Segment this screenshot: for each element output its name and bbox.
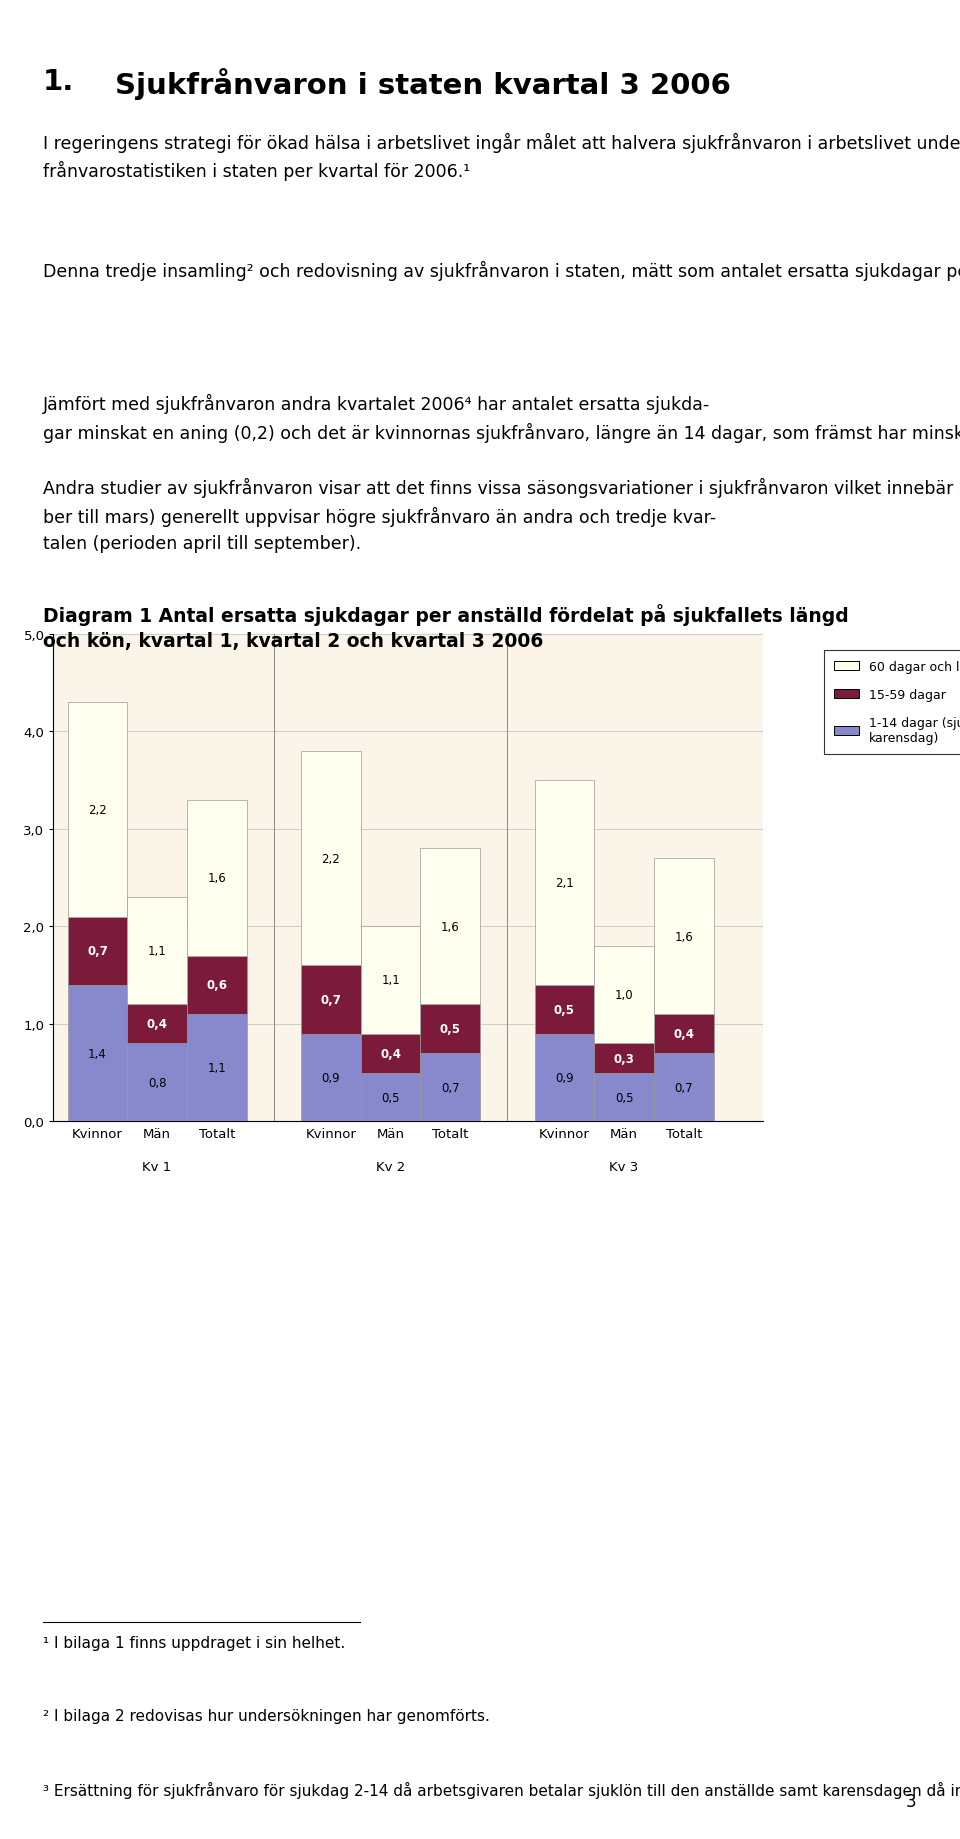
- Bar: [594, 1045, 654, 1072]
- Bar: [68, 918, 128, 986]
- Bar: [654, 859, 713, 1015]
- Bar: [301, 752, 361, 965]
- Bar: [301, 1034, 361, 1122]
- Text: ³ Ersättning för sjukfrånvaro för sjukdag 2-14 då arbetsgivaren betalar sjuklön : ³ Ersättning för sjukfrånvaro för sjukda…: [43, 1780, 960, 1797]
- Bar: [301, 965, 361, 1034]
- Text: 1,0: 1,0: [614, 989, 634, 1002]
- Text: Kv 3: Kv 3: [610, 1160, 638, 1173]
- Text: 0,6: 0,6: [206, 978, 228, 991]
- Text: Jämfört med sjukfrånvaron andra kvartalet 2006⁴ har antalet ersatta sjukda-
gar : Jämfört med sjukfrånvaron andra kvartale…: [43, 394, 960, 443]
- Bar: [420, 850, 480, 1004]
- Text: 0,9: 0,9: [555, 1072, 574, 1085]
- Bar: [535, 986, 594, 1034]
- Bar: [594, 947, 654, 1045]
- Bar: [187, 956, 247, 1015]
- Bar: [594, 1072, 654, 1122]
- Text: 1.: 1.: [43, 68, 75, 96]
- Bar: [535, 1034, 594, 1122]
- Bar: [128, 1045, 187, 1122]
- Text: 0,7: 0,7: [675, 1081, 693, 1094]
- Bar: [420, 1004, 480, 1054]
- Text: 0,7: 0,7: [441, 1081, 460, 1094]
- Text: Sjukfrånvaron i staten kvartal 3 2006: Sjukfrånvaron i staten kvartal 3 2006: [115, 68, 732, 99]
- Text: 1,6: 1,6: [207, 872, 227, 885]
- Text: I regeringens strategi för ökad hälsa i arbetslivet ingår målet att halvera sjuk: I regeringens strategi för ökad hälsa i …: [43, 132, 960, 182]
- Legend: 60 dagar och längre, 15-59 dagar, 1-14 dagar (sjuklön och
karensdag): 60 dagar och längre, 15-59 dagar, 1-14 d…: [824, 651, 960, 754]
- Text: 0,7: 0,7: [321, 993, 342, 1006]
- Text: Kv 1: Kv 1: [142, 1160, 172, 1173]
- Text: 0,4: 0,4: [673, 1028, 694, 1041]
- Text: 1,1: 1,1: [148, 945, 166, 958]
- Text: Denna tredje insamling² och redovisning av sjukfrånvaron i staten, mätt som anta: Denna tredje insamling² och redovisning …: [43, 261, 960, 281]
- Text: 1,6: 1,6: [674, 931, 693, 943]
- Text: 2,2: 2,2: [322, 851, 341, 864]
- Text: 1,1: 1,1: [381, 975, 400, 988]
- Text: Kv 2: Kv 2: [376, 1160, 405, 1173]
- Text: 0,4: 0,4: [147, 1017, 168, 1032]
- Text: 2,2: 2,2: [88, 804, 107, 817]
- Text: 1,1: 1,1: [207, 1061, 227, 1074]
- Bar: [654, 1015, 713, 1054]
- Text: 1,4: 1,4: [88, 1046, 107, 1059]
- Bar: [361, 1072, 420, 1122]
- Text: 1,6: 1,6: [441, 920, 460, 934]
- Text: ² I bilaga 2 redovisas hur undersökningen har genomförts.: ² I bilaga 2 redovisas hur undersökninge…: [43, 1708, 490, 1723]
- Text: 0,5: 0,5: [440, 1022, 461, 1035]
- Text: 0,8: 0,8: [148, 1076, 166, 1089]
- Text: 0,7: 0,7: [87, 945, 108, 958]
- Bar: [420, 1054, 480, 1122]
- Text: 0,5: 0,5: [554, 1004, 575, 1017]
- Bar: [68, 986, 128, 1122]
- Text: 0,9: 0,9: [322, 1072, 340, 1085]
- Text: ¹ I bilaga 1 finns uppdraget i sin helhet.: ¹ I bilaga 1 finns uppdraget i sin helhe…: [43, 1635, 346, 1650]
- Bar: [128, 1004, 187, 1045]
- Text: 3: 3: [906, 1791, 917, 1810]
- Text: 0,5: 0,5: [381, 1091, 400, 1103]
- Text: 0,4: 0,4: [380, 1046, 401, 1059]
- Bar: [68, 702, 128, 918]
- Bar: [654, 1054, 713, 1122]
- Text: 0,3: 0,3: [613, 1052, 635, 1065]
- Text: Diagram 1 Antal ersatta sjukdagar per anställd fördelat på sjukfallets längd
och: Diagram 1 Antal ersatta sjukdagar per an…: [43, 603, 849, 651]
- Text: Andra studier av sjukfrånvaron visar att det finns vissa säsongsvariationer i sj: Andra studier av sjukfrånvaron visar att…: [43, 478, 960, 554]
- Text: 2,1: 2,1: [555, 877, 574, 890]
- Bar: [361, 927, 420, 1034]
- Bar: [535, 780, 594, 986]
- Bar: [361, 1034, 420, 1072]
- Text: 0,5: 0,5: [614, 1091, 634, 1103]
- Bar: [187, 1015, 247, 1122]
- Bar: [128, 897, 187, 1004]
- Bar: [187, 800, 247, 956]
